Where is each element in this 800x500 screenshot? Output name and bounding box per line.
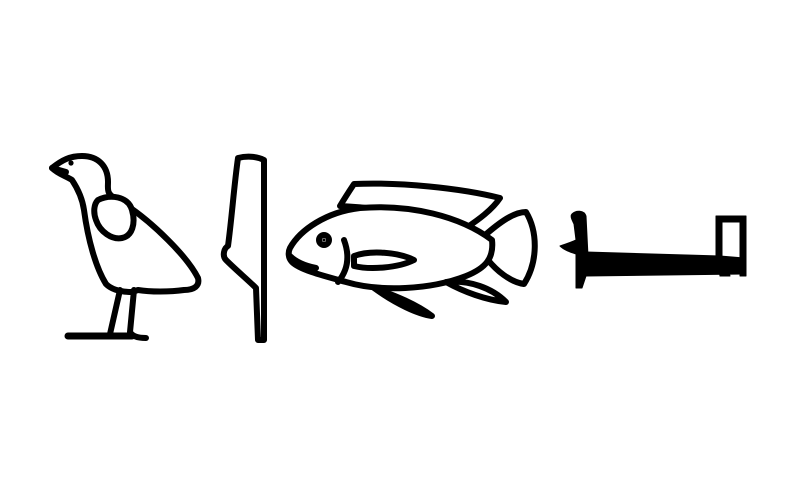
reed-leaf-hieroglyph-icon [220, 153, 267, 343]
tilapia-fish-hieroglyph-icon [285, 180, 538, 319]
bed-on-lion-legs-hieroglyph-icon [559, 210, 747, 289]
quail-chick-hieroglyph-icon [49, 153, 202, 341]
